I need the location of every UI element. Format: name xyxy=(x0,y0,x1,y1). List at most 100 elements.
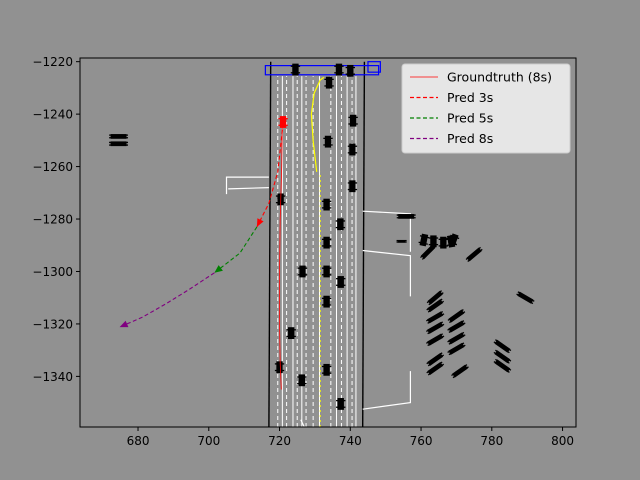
vehicle-29-axle-rear xyxy=(447,240,458,246)
vehicle-30-axle-front xyxy=(420,243,435,259)
ego-region-box-small xyxy=(367,61,381,73)
vehicle-5-body xyxy=(349,143,356,156)
vehicle-15 xyxy=(321,295,332,308)
vehicle-0-body xyxy=(292,63,299,76)
vehicle-33-axle-rear xyxy=(428,292,444,306)
vehicle-12-body xyxy=(299,265,306,278)
vehicle-37-axle-rear xyxy=(427,335,445,347)
vehicle-7 xyxy=(347,180,358,193)
vehicle-24 xyxy=(396,239,407,243)
vehicle-10-body xyxy=(337,218,344,231)
vehicle-18 xyxy=(321,363,332,376)
vehicle-4-body xyxy=(349,114,357,127)
vehicle-13 xyxy=(321,265,332,278)
vehicle-41 xyxy=(447,342,466,356)
series-arrowhead-3 xyxy=(119,320,129,328)
vehicle-16 xyxy=(286,327,296,340)
vehicle-46-axle-rear xyxy=(493,351,510,364)
vehicle-43-axle-front xyxy=(426,361,443,374)
x-tick-label-3: 740 xyxy=(339,434,362,448)
ego-vehicle xyxy=(278,116,288,128)
vehicle-22-body xyxy=(110,141,127,147)
vehicle-2-body xyxy=(335,63,343,76)
road-edge-0 xyxy=(225,176,269,195)
vehicle-42-axle-front xyxy=(426,352,443,365)
vehicle-1 xyxy=(324,76,334,89)
ego-region-box xyxy=(264,65,380,76)
vehicle-43 xyxy=(426,361,445,376)
vehicle-30 xyxy=(420,243,437,260)
vehicle-7-body xyxy=(349,180,356,193)
vehicle-47-axle-front xyxy=(495,358,512,371)
vehicle-44-body xyxy=(452,364,468,378)
vehicle-32-axle-front xyxy=(517,291,535,302)
vehicle-32-body xyxy=(517,291,534,304)
vehicle-37-body xyxy=(427,333,444,346)
vehicle-31-axle-rear xyxy=(467,248,483,263)
vehicle-4 xyxy=(348,114,358,127)
vehicle-44-axle-front xyxy=(451,364,468,377)
vehicle-15-body xyxy=(323,295,330,308)
vehicle-35-body xyxy=(427,311,444,324)
vehicle-10 xyxy=(335,218,346,231)
vehicle-29-axle-front xyxy=(450,234,460,240)
vehicle-29-body xyxy=(448,233,459,247)
yellow-centerline xyxy=(310,76,325,172)
vehicle-37-axle-front xyxy=(426,333,444,344)
vehicle-47 xyxy=(493,358,512,373)
vehicle-46 xyxy=(493,349,512,364)
vehicle-35 xyxy=(426,310,445,324)
vehicle-34-axle-front xyxy=(426,298,443,311)
x-tick-label-1: 700 xyxy=(197,434,220,448)
road-edge-3 xyxy=(362,249,411,297)
vehicle-37 xyxy=(426,333,445,347)
vehicle-43-axle-rear xyxy=(427,363,445,376)
vehicle-31-axle-front xyxy=(465,246,481,260)
road-boundary-1 xyxy=(362,61,366,427)
vehicle-46-axle-front xyxy=(495,349,512,362)
y-tick-label-6: −1340 xyxy=(32,370,73,384)
vehicle-34 xyxy=(426,298,445,313)
vehicle-12 xyxy=(297,265,308,278)
series-1 xyxy=(256,129,283,228)
vehicle-39-axle-rear xyxy=(448,322,466,333)
vehicle-17-body xyxy=(276,361,283,374)
vehicle-36-body xyxy=(427,321,444,334)
vehicle-11-body xyxy=(323,236,330,249)
y-tick-label-2: −1260 xyxy=(32,160,73,174)
road-layer xyxy=(225,61,411,427)
vehicle-34-body xyxy=(427,299,444,313)
plot-frame xyxy=(79,57,577,428)
vehicle-6-body xyxy=(324,135,332,148)
road-boundary-0 xyxy=(268,61,272,427)
y-axis: −1220 −1240 −1260 −1280 −1300 −1320 −1340 xyxy=(32,55,80,384)
vehicle-9-body xyxy=(323,198,330,211)
vehicle-30-body xyxy=(420,244,436,260)
road-edge-1 xyxy=(228,187,269,190)
vehicle-38-axle-rear xyxy=(449,311,466,324)
vehicle-19 xyxy=(297,374,307,387)
vehicle-30-axle-rear xyxy=(421,245,437,260)
vehicle-0 xyxy=(290,63,301,76)
vehicle-23-body xyxy=(398,214,415,219)
vehicle-44 xyxy=(451,364,469,379)
vehicle-19-body xyxy=(298,374,306,387)
vehicle-36 xyxy=(426,321,445,335)
vehicle-25-axle-front xyxy=(419,235,430,239)
vehicle-34-axle-rear xyxy=(427,300,445,313)
vehicle-31 xyxy=(465,246,483,263)
vehicle-24-body xyxy=(398,240,406,243)
vehicle-40-axle-rear xyxy=(448,334,466,345)
vehicle-47-body xyxy=(494,359,511,373)
series-arrowhead-2 xyxy=(214,265,223,273)
vehicle-23 xyxy=(396,214,416,219)
vehicle-14-body xyxy=(337,276,344,288)
legend-label-1: Pred 3s xyxy=(447,90,493,105)
series-layer xyxy=(119,116,283,390)
vehicle-20 xyxy=(336,398,346,410)
vehicle-39-body xyxy=(448,320,465,333)
vehicle-21-body xyxy=(110,134,127,139)
vehicle-9 xyxy=(321,198,332,211)
x-axis: 680 700 720 740 760 780 800 xyxy=(127,427,574,448)
x-tick-label-6: 800 xyxy=(551,434,574,448)
